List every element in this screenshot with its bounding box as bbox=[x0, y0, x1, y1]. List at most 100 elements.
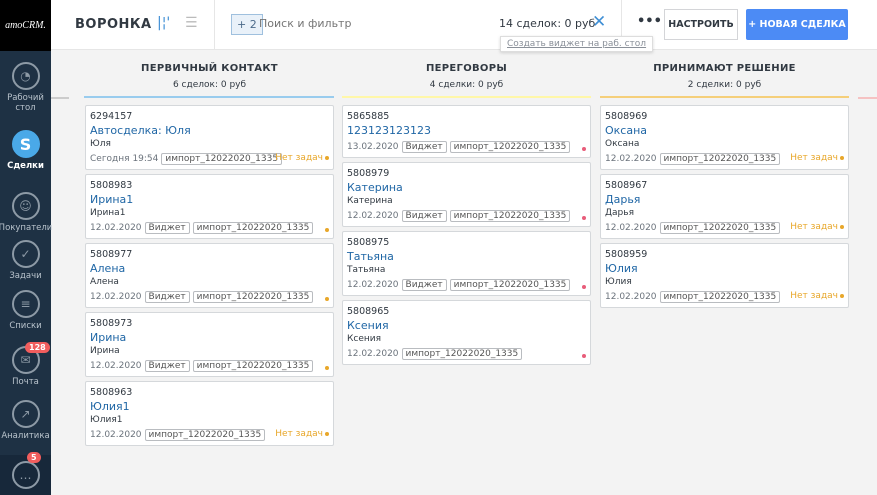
sidebar-item-mail[interactable]: ✉ Почта 128 bbox=[0, 342, 51, 387]
deal-name-link[interactable]: Катерина bbox=[347, 181, 403, 194]
deal-date: 13.02.2020 bbox=[347, 142, 399, 152]
tag[interactable]: импорт_12022020_1335 bbox=[161, 153, 283, 165]
column-summary: 6 сделок: 0 руб bbox=[172, 80, 247, 90]
no-tasks-label: Нет задач bbox=[790, 153, 838, 163]
chat-button[interactable]: … 5 bbox=[0, 452, 51, 495]
deal-card[interactable]: 5808977 Алена Алена 12.02.2020 Виджет импорт_… bbox=[85, 243, 334, 308]
deal-card[interactable]: 6294157 Автосделка: Юля Юля Сегодня 19:54 им… bbox=[85, 105, 334, 170]
tag[interactable]: Виджет bbox=[401, 210, 447, 222]
task-status: Нет задач bbox=[790, 153, 844, 163]
tag[interactable]: импорт_12022020_1335 bbox=[192, 360, 314, 372]
tag[interactable]: импорт_12022020_1335 bbox=[144, 429, 266, 441]
tag[interactable]: импорт_12022020_1335 bbox=[449, 210, 571, 222]
deal-name-link[interactable]: Ирина bbox=[90, 331, 127, 344]
deal-name-link[interactable]: Дарья bbox=[605, 193, 641, 206]
deal-card[interactable]: 5808967 Дарья Дарья 12.02.2020 импорт_120220… bbox=[600, 174, 849, 239]
contact-name: Катерина bbox=[347, 196, 393, 206]
sidebar-item-deals[interactable]: S Сделки bbox=[0, 130, 51, 171]
card-footer: 12.02.2020 Виджет импорт_12022020_1335 bbox=[90, 291, 329, 303]
status-dot-icon bbox=[325, 366, 329, 370]
tag[interactable]: Виджет bbox=[144, 291, 190, 303]
status-dot-icon bbox=[325, 228, 329, 232]
deal-card[interactable]: 5808963 Юлия1 Юлия1 12.02.2020 импорт_120220… bbox=[85, 381, 334, 446]
tag[interactable]: Виджет bbox=[144, 360, 190, 372]
sidebar-item-label: Списки bbox=[9, 321, 42, 331]
sidebar-item-customers[interactable]: ☺ Покупатели bbox=[0, 192, 52, 233]
deal-card[interactable]: 5808975 Татьяна Татьяна 12.02.2020 Виджет имп… bbox=[342, 231, 591, 296]
task-status bbox=[325, 297, 329, 301]
tag[interactable]: импорт_12022020_1335 bbox=[659, 153, 781, 165]
pipeline-column: ПЕРВИЧНЫЙ КОНТАКТ 6 сделок: 0 руб 6294157 А… bbox=[84, 51, 334, 450]
divider bbox=[621, 0, 622, 50]
sidebar-item-lists[interactable]: ≡ Списки bbox=[0, 290, 51, 331]
tag[interactable]: Виджет bbox=[144, 222, 190, 234]
deal-name-link[interactable]: Юлия bbox=[605, 262, 638, 275]
tasks-icon: ✓ bbox=[11, 240, 40, 268]
tag[interactable]: Виджет bbox=[401, 279, 447, 291]
deal-date: Сегодня 19:54 bbox=[90, 154, 159, 164]
no-tasks-label: Нет задач bbox=[790, 222, 838, 232]
card-footer: 13.02.2020 Виджет импорт_12022020_1335 bbox=[347, 141, 586, 153]
tag[interactable]: импорт_12022020_1335 bbox=[192, 222, 314, 234]
column-color-line bbox=[600, 96, 849, 98]
tag[interactable]: импорт_12022020_1335 bbox=[659, 222, 781, 234]
deal-card[interactable]: 5808979 Катерина Катерина 12.02.2020 Виджет и… bbox=[342, 162, 591, 227]
deal-date: 12.02.2020 bbox=[347, 280, 399, 290]
task-status bbox=[325, 228, 329, 232]
create-widget-link[interactable]: Создать виджет на раб. стол bbox=[500, 36, 654, 52]
configure-button[interactable]: НАСТРОИТЬ bbox=[664, 9, 738, 40]
deal-card[interactable]: 5865885 123123123123 13.02.2020 Виджет импор… bbox=[342, 105, 591, 158]
deal-name-link[interactable]: 123123123123 bbox=[347, 124, 431, 137]
more-button[interactable]: ••• bbox=[637, 14, 662, 29]
status-dot-icon bbox=[582, 285, 586, 289]
status-dot-icon bbox=[325, 432, 329, 436]
card-footer: 12.02.2020 Виджет импорт_12022020_1335 bbox=[347, 210, 586, 222]
list-view-icon[interactable]: ☰ bbox=[185, 15, 198, 31]
deal-date: 12.02.2020 bbox=[605, 223, 657, 233]
sidebar-item-dashboard[interactable]: ◔ Рабочий стол bbox=[0, 62, 51, 113]
pipeline-view-icon[interactable]: |¦' bbox=[157, 15, 171, 31]
column-title: ПЕРЕГОВОРЫ bbox=[425, 63, 508, 74]
deal-name-link[interactable]: Алена bbox=[90, 262, 126, 275]
task-status: Нет задач bbox=[790, 222, 844, 232]
task-status bbox=[582, 216, 586, 220]
card-footer: 12.02.2020 импорт_12022020_1335 bbox=[347, 348, 586, 360]
tag[interactable]: импорт_12022020_1335 bbox=[192, 291, 314, 303]
deal-name-link[interactable]: Ирина1 bbox=[90, 193, 134, 206]
column-summary: 2 сделки: 0 руб bbox=[687, 80, 762, 90]
contact-name: Юля bbox=[90, 139, 111, 149]
deal-id: 5808967 bbox=[605, 180, 648, 191]
analytics-icon: ↗ bbox=[11, 400, 40, 428]
contact-name: Дарья bbox=[605, 208, 634, 218]
task-status: Нет задач bbox=[790, 291, 844, 301]
deal-name-link[interactable]: Ксения bbox=[347, 319, 389, 332]
tag[interactable]: импорт_12022020_1335 bbox=[449, 141, 571, 153]
deal-card[interactable]: 5808965 Ксения Ксения 12.02.2020 импорт_1202… bbox=[342, 300, 591, 365]
new-deal-button[interactable]: + НОВАЯ СДЕЛКА bbox=[746, 9, 848, 40]
task-status: Нет задач bbox=[275, 429, 329, 439]
column-title: ПЕРВИЧНЫЙ КОНТАКТ bbox=[141, 63, 278, 74]
sidebar-item-analytics[interactable]: ↗ Аналитика bbox=[0, 400, 51, 441]
deal-date: 12.02.2020 bbox=[90, 223, 142, 233]
pipeline-column: ПЕРЕГОВОРЫ 4 сделки: 0 руб 5865885 12312312… bbox=[342, 51, 591, 369]
deal-name-link[interactable]: Оксана bbox=[605, 124, 648, 137]
close-icon[interactable]: ✕ bbox=[592, 12, 607, 32]
deal-card[interactable]: 5808959 Юлия Юлия 12.02.2020 импорт_12022020… bbox=[600, 243, 849, 308]
deal-card[interactable]: 5808969 Оксана Оксана 12.02.2020 импорт_1202… bbox=[600, 105, 849, 170]
deal-card[interactable]: 5808983 Ирина1 Ирина1 12.02.2020 Виджет импор… bbox=[85, 174, 334, 239]
card-footer: 12.02.2020 Виджет импорт_12022020_1335 bbox=[347, 279, 586, 291]
tag[interactable]: импорт_12022020_1335 bbox=[659, 291, 781, 303]
tag[interactable]: импорт_12022020_1335 bbox=[449, 279, 571, 291]
tag[interactable]: импорт_12022020_1335 bbox=[401, 348, 523, 360]
status-dot-icon bbox=[582, 216, 586, 220]
filter-count-button[interactable]: + 2 bbox=[231, 14, 263, 35]
lists-icon: ≡ bbox=[11, 290, 40, 318]
search-input[interactable] bbox=[259, 17, 459, 30]
sidebar-item-tasks[interactable]: ✓ Задачи bbox=[0, 240, 51, 281]
deal-name-link[interactable]: Юлия1 bbox=[90, 400, 130, 413]
card-footer: Сегодня 19:54 импорт_12022020_1335 bbox=[90, 153, 329, 165]
deal-name-link[interactable]: Татьяна bbox=[347, 250, 394, 263]
deal-card[interactable]: 5808973 Ирина Ирина 12.02.2020 Виджет импорт_… bbox=[85, 312, 334, 377]
deal-name-link[interactable]: Автосделка: Юля bbox=[90, 124, 191, 137]
tag[interactable]: Виджет bbox=[401, 141, 447, 153]
